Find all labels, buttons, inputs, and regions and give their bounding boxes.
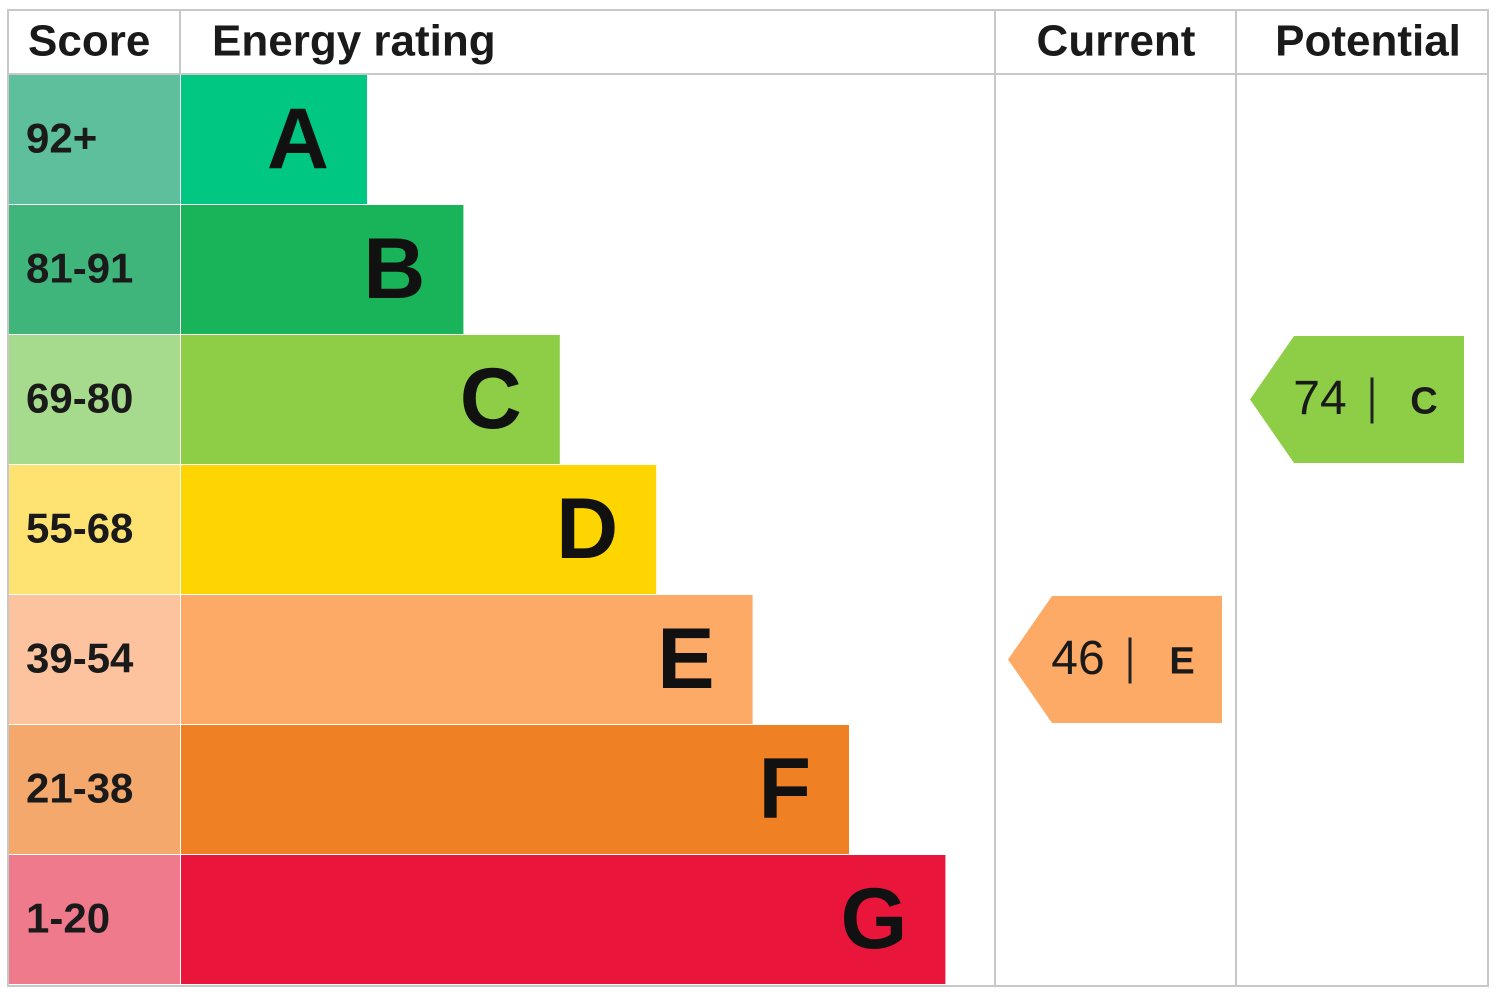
- score-range: 55-68: [26, 505, 133, 552]
- score-cell: [9, 465, 180, 594]
- score-range: 1-20: [26, 895, 110, 942]
- table-frame: [7, 9, 1489, 987]
- rating-letter: A: [267, 91, 329, 187]
- rating-letter: D: [556, 481, 618, 577]
- score-range: 92+: [26, 115, 97, 162]
- current-arrow: [1008, 596, 1222, 723]
- potential-score: 74: [1293, 372, 1346, 425]
- rating-bar: [181, 75, 367, 204]
- score-range: 69-80: [26, 375, 133, 422]
- rating-letter: G: [840, 871, 907, 967]
- score-range: 39-54: [26, 635, 134, 682]
- current-letter: E: [1169, 641, 1194, 683]
- score-cell: [9, 335, 180, 464]
- rating-bar: [181, 855, 946, 984]
- score-range: 81-91: [26, 245, 133, 292]
- rating-letter: E: [657, 611, 714, 707]
- rating-bar: [181, 725, 849, 854]
- rating-header: Energy rating: [212, 17, 496, 66]
- rating-letter: B: [363, 221, 425, 317]
- potential-arrow: [1250, 336, 1464, 463]
- current-header: Current: [1037, 17, 1196, 66]
- score-cell: [9, 595, 180, 724]
- rating-bar: [181, 465, 657, 594]
- current-score: 46: [1051, 632, 1104, 685]
- rating-bar: [181, 595, 753, 724]
- rating-bar: [181, 335, 560, 464]
- potential-header: Potential: [1275, 17, 1461, 66]
- score-cell: [9, 205, 180, 334]
- potential-letter: C: [1410, 381, 1437, 423]
- score-cell: [9, 855, 180, 984]
- score-cell: [9, 75, 180, 204]
- rating-letter: C: [460, 351, 522, 447]
- rating-bar: [181, 205, 464, 334]
- score-range: 21-38: [26, 765, 133, 812]
- score-header: Score: [28, 17, 150, 66]
- rating-letter: F: [758, 741, 811, 837]
- score-cell: [9, 725, 180, 854]
